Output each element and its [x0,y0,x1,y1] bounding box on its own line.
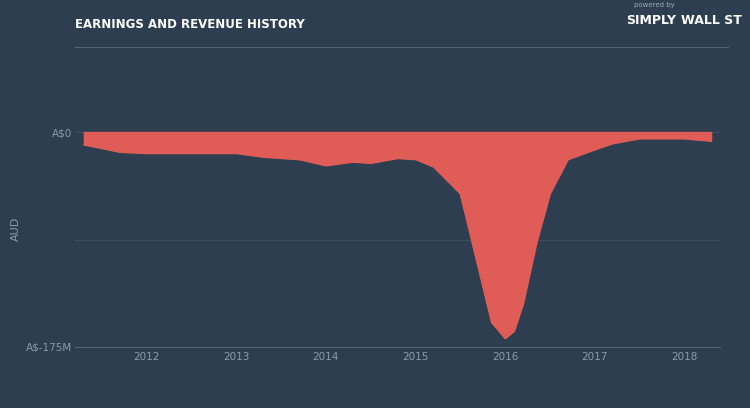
Y-axis label: AUD: AUD [10,216,20,241]
Text: powered by: powered by [634,2,674,8]
Text: SIMPLY: SIMPLY [626,14,676,27]
Text: WALL ST: WALL ST [681,14,742,27]
Text: EARNINGS AND REVENUE HISTORY: EARNINGS AND REVENUE HISTORY [75,18,304,31]
